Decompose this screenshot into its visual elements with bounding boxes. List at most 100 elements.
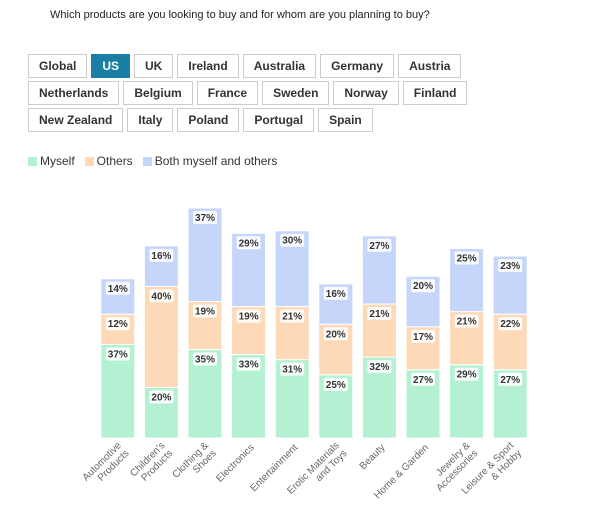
x-tick-label: Automotive Products [81, 440, 132, 491]
country-tabs: Global US UK Ireland Australia Germany Austria… [28, 54, 468, 135]
x-tick-label: Beauty [358, 442, 388, 472]
legend-item: Both myself and others [142, 154, 278, 168]
value-label-bg [236, 236, 261, 250]
value-label-bg [454, 251, 479, 265]
value-label: 20% [413, 281, 433, 292]
legend-label: Myself [40, 154, 75, 168]
legend-label: Both myself and others [154, 154, 278, 168]
tab[interactable]: Global [28, 54, 88, 78]
question: Which products are you looking to buy an… [50, 9, 430, 21]
value-label: 19% [195, 307, 215, 318]
value-label: 23% [500, 261, 520, 272]
value-label-bg [323, 327, 348, 341]
value-label: 20% [326, 329, 346, 340]
value-label: 25% [457, 253, 477, 264]
value-label-bg [236, 357, 261, 371]
value-label: 22% [500, 319, 520, 330]
value-label: 16% [326, 289, 346, 300]
value-label-bg [149, 289, 174, 303]
value-label: 12% [108, 319, 128, 330]
value-label-bg [411, 372, 435, 386]
tab[interactable]: France [196, 81, 259, 105]
value-label: 29% [457, 370, 477, 381]
value-label-bg [411, 329, 435, 343]
value-label: 40% [151, 291, 171, 302]
value-label: 30% [282, 236, 302, 247]
tab[interactable]: Australia [242, 54, 317, 78]
value-label: 37% [195, 213, 215, 224]
value-label-bg [149, 390, 174, 404]
value-label: 21% [457, 317, 477, 328]
value-label-bg [105, 347, 130, 361]
tab[interactable]: Sweden [262, 81, 330, 105]
tab[interactable]: New Zealand [28, 108, 124, 132]
value-label-bg [193, 211, 217, 224]
value-label-bg [411, 279, 435, 293]
value-label: 17% [413, 332, 433, 343]
legend-label: Others [96, 154, 133, 168]
tab[interactable]: Netherlands [28, 81, 120, 105]
value-label-bg [498, 317, 523, 331]
value-label: 20% [151, 392, 171, 403]
tab[interactable]: Portugal [243, 108, 315, 132]
value-label: 29% [239, 238, 259, 249]
legend: Myself Others Both myself and others [28, 154, 277, 168]
value-label-bg [454, 367, 479, 381]
x-tick-label: Children's Products [128, 440, 175, 487]
tab[interactable]: Germany [320, 54, 395, 78]
value-label-bg [105, 281, 130, 295]
value-label-bg [105, 317, 130, 331]
tab[interactable]: Ireland [177, 54, 239, 78]
value-label: 27% [413, 375, 433, 386]
value-label: 35% [195, 355, 215, 366]
value-label-bg [323, 286, 348, 300]
value-label-bg [323, 377, 348, 391]
value-label: 37% [108, 349, 128, 360]
value-label-bg [367, 307, 392, 321]
tab[interactable]: Finland [402, 81, 468, 105]
tab-row: Global US UK Ireland Australia Germany Austria [28, 54, 467, 78]
tab[interactable]: US [91, 54, 131, 78]
value-label: 31% [282, 365, 302, 376]
legend-swatch [84, 156, 94, 166]
value-label-bg [280, 233, 305, 247]
x-tick-label: Electronics [214, 442, 256, 484]
tab[interactable]: UK [134, 54, 174, 78]
legend-item: Others [84, 154, 133, 168]
tab[interactable]: Poland [177, 108, 240, 132]
tab[interactable]: Spain [318, 108, 373, 132]
value-label-bg [193, 304, 217, 318]
x-tick-label: Clothing & Shoes [171, 440, 219, 488]
tab-row: Netherlands Belgium France Sweden Norway Finl… [28, 81, 468, 105]
value-label-bg [280, 309, 305, 323]
value-label: 14% [108, 284, 128, 295]
value-label-bg [454, 314, 479, 328]
value-label-bg [498, 259, 523, 273]
tab[interactable]: Belgium [123, 81, 193, 105]
value-label: 19% [239, 312, 259, 323]
value-label-bg [367, 238, 392, 252]
value-label: 27% [369, 241, 389, 252]
value-label: 25% [326, 380, 346, 391]
value-label-bg [149, 248, 174, 262]
value-label: 27% [500, 375, 520, 386]
value-label-bg [236, 309, 261, 323]
value-label: 16% [151, 251, 171, 262]
legend-item: Myself [28, 154, 75, 168]
value-label-bg [193, 352, 217, 366]
value-label-bg [367, 360, 392, 374]
tab[interactable]: Austria [398, 54, 462, 78]
tab[interactable]: Italy [127, 108, 174, 132]
value-label: 21% [369, 309, 389, 320]
tab-row: New Zealand Italy Poland Portugal Spain [28, 108, 467, 132]
value-label-bg [280, 362, 305, 376]
value-label: 21% [282, 312, 302, 323]
value-label-bg [498, 372, 523, 386]
legend-swatch [142, 156, 152, 166]
legend-swatch [28, 156, 37, 166]
value-label: 33% [239, 360, 259, 371]
tab[interactable]: Norway [333, 81, 399, 105]
value-label: 32% [369, 362, 389, 373]
